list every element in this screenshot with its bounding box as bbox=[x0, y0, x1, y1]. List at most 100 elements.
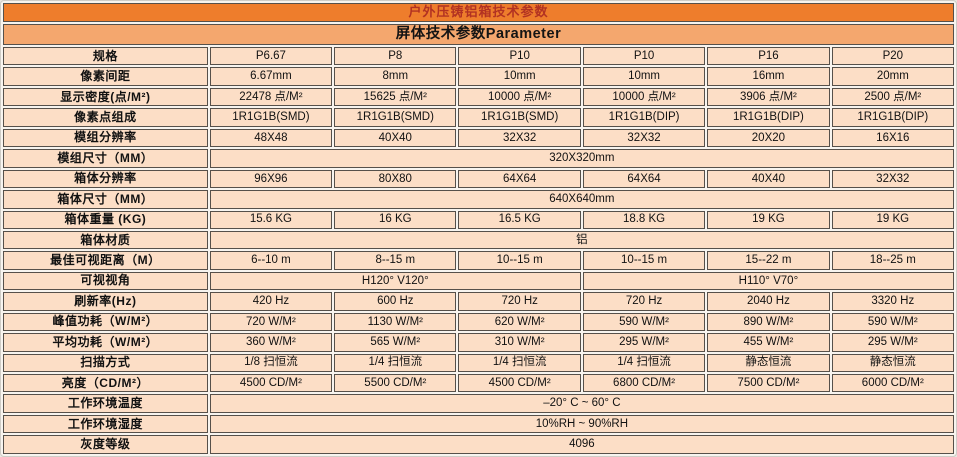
spec-row: 峰值功耗（W/M²） 720 W/M² 1130 W/M² 620 W/M² 590 W… bbox=[3, 312, 954, 332]
spec-row: 灰度等级 4096 bbox=[3, 435, 954, 454]
spec-value-cell: 20X20 bbox=[707, 128, 830, 148]
sheet-title: 户外压铸铝箱技术参数 bbox=[3, 3, 954, 22]
spec-value-cell: 1R1G1B(DIP) bbox=[707, 108, 830, 127]
spec-value-cell: 22478 点/M² bbox=[209, 87, 333, 107]
spec-row: 刷新率(Hz) 420 Hz 600 Hz 720 Hz 720 Hz 2040 Hz 33… bbox=[3, 292, 954, 311]
spec-value-cell: –20° C ~ 60° C bbox=[209, 394, 954, 413]
spec-value-cell: 890 W/M² bbox=[707, 312, 830, 332]
spec-value-cell: 20mm bbox=[831, 67, 954, 86]
spec-value-cell: 1/8 扫恒流 bbox=[209, 353, 333, 372]
spec-value-cell: 455 W/M² bbox=[707, 333, 830, 352]
row-label: 像素点组成 bbox=[3, 108, 208, 127]
spec-value-cell: 590 W/M² bbox=[831, 312, 954, 332]
spec-value-cell: 10000 点/M² bbox=[582, 87, 706, 107]
spec-value-cell: 1/4 扫恒流 bbox=[458, 353, 581, 372]
row-label: 最佳可视距离（M） bbox=[3, 251, 208, 270]
spec-row: 工作环境温度 –20° C ~ 60° C bbox=[3, 394, 954, 413]
row-label: 可视视角 bbox=[3, 271, 208, 291]
spec-value-cell: 96X96 bbox=[209, 169, 333, 189]
spec-value-cell: 1/4 扫恒流 bbox=[582, 353, 706, 372]
spec-row: 可视视角 H120° V120° H110° V70° bbox=[3, 271, 954, 291]
spec-row: 扫描方式 1/8 扫恒流 1/4 扫恒流 1/4 扫恒流 1/4 扫恒流 静态恒流 静态恒流 bbox=[3, 353, 954, 372]
spec-value-cell: 720 Hz bbox=[582, 292, 706, 311]
spec-value-cell: 48X48 bbox=[209, 128, 333, 148]
spec-row: 模组分辨率 48X48 40X40 32X32 32X32 20X20 16X16 bbox=[3, 128, 954, 148]
row-label: 显示密度(点/M²) bbox=[3, 87, 208, 107]
row-label: 亮度（CD/M²） bbox=[3, 374, 208, 393]
spec-value-cell: 10--15 m bbox=[582, 251, 706, 270]
spec-row: 像素点组成 1R1G1B(SMD) 1R1G1B(SMD) 1R1G1B(SMD) 1R… bbox=[3, 108, 954, 127]
spec-value-cell: 4096 bbox=[209, 435, 954, 454]
spec-value-cell: 静态恒流 bbox=[831, 353, 954, 372]
spec-value-cell: 10%RH ~ 90%RH bbox=[209, 414, 954, 434]
spec-value-cell: H110° V70° bbox=[582, 271, 954, 291]
spec-value-cell: 5500 CD/M² bbox=[334, 374, 457, 393]
spec-value-cell: P20 bbox=[831, 47, 954, 66]
spec-row: 规格 P6.67 P8 P10 P10 P16 P20 bbox=[3, 47, 954, 66]
subtitle-row: 屏体技术参数Parameter bbox=[3, 24, 954, 45]
spec-value-cell: 32X32 bbox=[831, 169, 954, 189]
spec-value-cell: P16 bbox=[707, 47, 830, 66]
spec-value-cell: 32X32 bbox=[458, 128, 581, 148]
spec-value-cell: 静态恒流 bbox=[707, 353, 830, 372]
spec-value-cell: 295 W/M² bbox=[582, 333, 706, 352]
spec-value-cell: 16.5 KG bbox=[458, 210, 581, 229]
spec-value-cell: 640X640mm bbox=[209, 190, 954, 209]
spec-value-cell: 40X40 bbox=[707, 169, 830, 189]
spec-value-cell: P10 bbox=[458, 47, 581, 66]
spec-value-cell: H120° V120° bbox=[209, 271, 581, 291]
spec-value-cell: P6.67 bbox=[209, 47, 333, 66]
spec-value-cell: 590 W/M² bbox=[582, 312, 706, 332]
spec-value-cell: 16 KG bbox=[334, 210, 457, 229]
title-row: 户外压铸铝箱技术参数 bbox=[3, 3, 954, 22]
row-label: 峰值功耗（W/M²） bbox=[3, 312, 208, 332]
row-label: 灰度等级 bbox=[3, 435, 208, 454]
spec-value-cell: 15625 点/M² bbox=[334, 87, 457, 107]
row-label: 箱体材质 bbox=[3, 230, 208, 250]
spec-value-cell: 10mm bbox=[582, 67, 706, 86]
spec-value-cell: 8--15 m bbox=[334, 251, 457, 270]
spec-value-cell: 360 W/M² bbox=[209, 333, 333, 352]
spec-value-cell: 4500 CD/M² bbox=[209, 374, 333, 393]
row-label: 箱体重量 (KG) bbox=[3, 210, 208, 229]
spec-value-cell: 6--10 m bbox=[209, 251, 333, 270]
spec-value-cell: 64X64 bbox=[582, 169, 706, 189]
spec-value-cell: 420 Hz bbox=[209, 292, 333, 311]
spec-value-cell: 10000 点/M² bbox=[458, 87, 581, 107]
row-label: 箱体尺寸（MM） bbox=[3, 190, 208, 209]
spec-value-cell: 6.67mm bbox=[209, 67, 333, 86]
spec-row: 箱体分辨率 96X96 80X80 64X64 64X64 40X40 32X32 bbox=[3, 169, 954, 189]
spec-value-cell: 620 W/M² bbox=[458, 312, 581, 332]
row-label: 规格 bbox=[3, 47, 208, 66]
spec-row: 工作环境湿度 10%RH ~ 90%RH bbox=[3, 414, 954, 434]
spec-value-cell: 720 W/M² bbox=[209, 312, 333, 332]
spec-value-cell: 64X64 bbox=[458, 169, 581, 189]
spec-value-cell: 720 Hz bbox=[458, 292, 581, 311]
spec-value-cell: 3320 Hz bbox=[831, 292, 954, 311]
row-label: 平均功耗（W/M²） bbox=[3, 333, 208, 352]
spec-value-cell: 3906 点/M² bbox=[707, 87, 830, 107]
spec-value-cell: 4500 CD/M² bbox=[458, 374, 581, 393]
spec-row: 箱体材质铝 bbox=[3, 230, 954, 250]
spec-value-cell: 6000 CD/M² bbox=[831, 374, 954, 393]
spec-value-cell: 320X320mm bbox=[209, 149, 954, 168]
spec-row: 亮度（CD/M²） 4500 CD/M² 5500 CD/M² 4500 CD/M² 6… bbox=[3, 374, 954, 393]
spec-value-cell: 10--15 m bbox=[458, 251, 581, 270]
spec-value-cell: 1130 W/M² bbox=[334, 312, 457, 332]
row-label: 扫描方式 bbox=[3, 353, 208, 372]
spec-value-cell: 7500 CD/M² bbox=[707, 374, 830, 393]
spec-row: 平均功耗（W/M²） 360 W/M² 565 W/M² 310 W/M² 295 W/… bbox=[3, 333, 954, 352]
spec-value-cell: 15.6 KG bbox=[209, 210, 333, 229]
spec-value-cell: 16X16 bbox=[831, 128, 954, 148]
spec-value-cell: 19 KG bbox=[707, 210, 830, 229]
spec-value-cell: 18--25 m bbox=[831, 251, 954, 270]
spec-value-cell: P10 bbox=[582, 47, 706, 66]
row-label: 刷新率(Hz) bbox=[3, 292, 208, 311]
spec-value-cell: 16mm bbox=[707, 67, 830, 86]
spec-value-cell: P8 bbox=[334, 47, 457, 66]
spec-row: 像素间距 6.67mm 8mm 10mm 10mm 16mm 20mm bbox=[3, 67, 954, 86]
spec-value-cell: 1R1G1B(SMD) bbox=[209, 108, 333, 127]
spec-value-cell: 310 W/M² bbox=[458, 333, 581, 352]
